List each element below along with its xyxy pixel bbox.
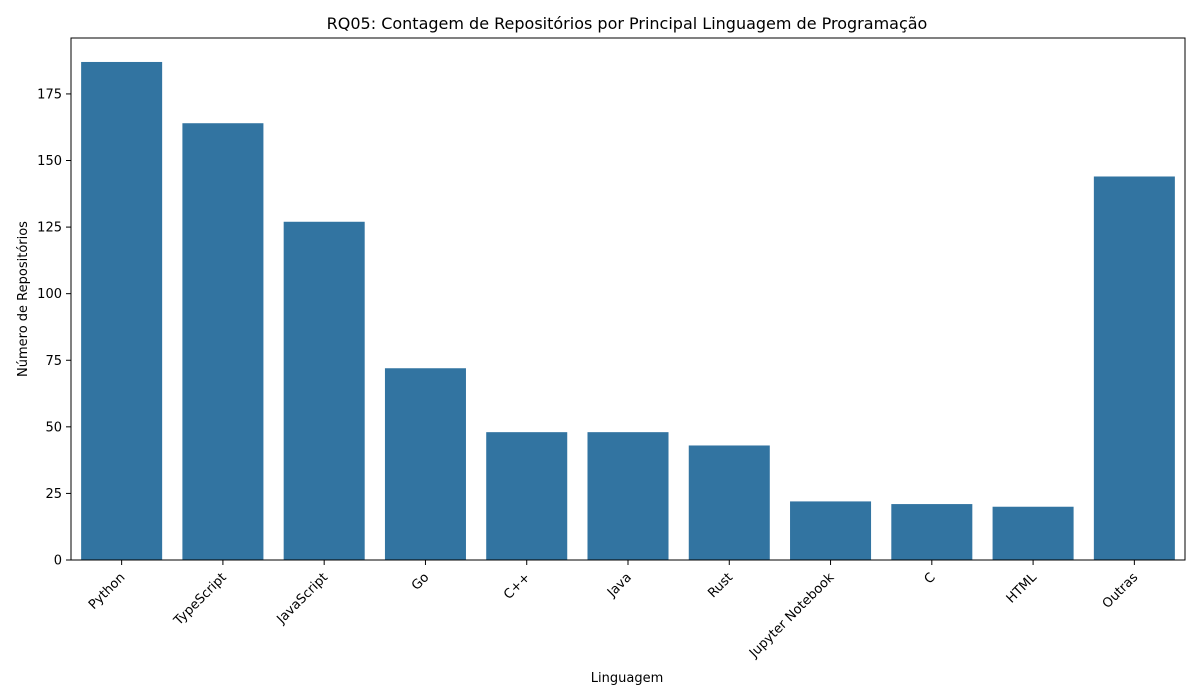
chart-title: RQ05: Contagem de Repositórios por Princ… [327, 14, 928, 33]
bar-java [587, 432, 669, 560]
y-tick-label: 125 [37, 221, 62, 236]
y-axis-label: Número de Repositórios [16, 221, 31, 377]
x-tick-label: JavaScript [274, 570, 331, 627]
bar-javascript [283, 221, 365, 560]
y-tick-label: 25 [45, 487, 62, 502]
x-tick-label: HTML [1004, 570, 1041, 607]
x-tick-label: Rust [705, 570, 736, 601]
x-tick-label: Outras [1100, 570, 1142, 612]
bar-python [81, 61, 163, 560]
y-tick-label: 175 [37, 87, 62, 102]
y-tick-label: 100 [37, 287, 62, 302]
plot-area: 0 25 50 75 100 125 150 175 Python TypeScript JavaS… [37, 37, 1186, 662]
bar-jupyter-notebook [790, 501, 872, 560]
bar-go [384, 368, 466, 560]
x-tick-label: Go [409, 570, 432, 593]
x-tick-label: Jupyter Notebook [746, 570, 838, 662]
bar-typescript [182, 123, 264, 560]
bar-rust [688, 445, 770, 560]
bar-html [992, 506, 1074, 560]
y-tick-label: 75 [45, 354, 62, 369]
x-tick-label: Python [86, 570, 128, 612]
bar-c [891, 504, 973, 560]
x-axis-label: Linguagem [591, 671, 663, 686]
y-tick-label: 150 [37, 154, 62, 169]
x-tick-label: TypeScript [171, 570, 230, 629]
x-tick-label: C++ [501, 570, 533, 602]
x-tick-label: Java [604, 570, 635, 601]
y-tick-label: 0 [54, 554, 62, 569]
bar-c- [486, 432, 568, 560]
bar-outras [1093, 176, 1175, 560]
x-tick-label: C [922, 570, 939, 587]
y-tick-label: 50 [45, 420, 62, 435]
